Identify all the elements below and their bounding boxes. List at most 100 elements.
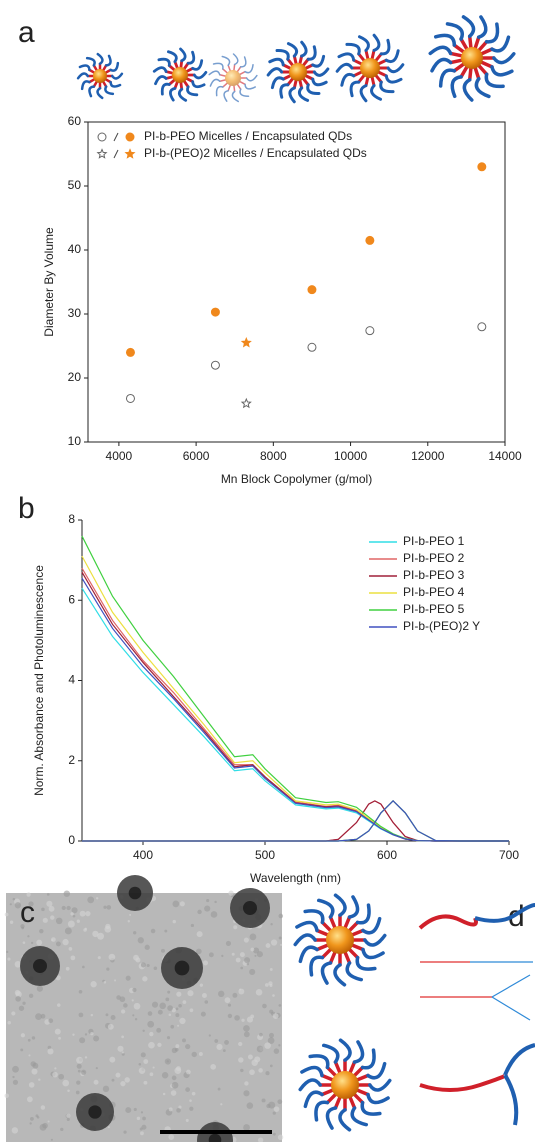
y-tick-label: 60 [68, 114, 82, 128]
tem-noise [41, 1105, 46, 1110]
corona [345, 917, 350, 928]
arm [363, 1050, 374, 1068]
tem-noise [280, 944, 282, 946]
arm [290, 88, 294, 102]
tem-noise [27, 935, 29, 937]
arm [222, 57, 229, 66]
tem-noise [31, 942, 33, 944]
tem-noise [186, 1070, 191, 1075]
circle-point [126, 133, 134, 141]
corona [330, 917, 335, 928]
tem-noise [218, 991, 224, 997]
legend-label: PI-b-PEO Micelles / Encapsulated QDs [144, 129, 352, 143]
tem-noise [65, 928, 72, 935]
tem-noise [109, 954, 116, 961]
micelle-icon [295, 895, 385, 985]
corona [345, 952, 350, 963]
tem-noise [12, 1066, 19, 1073]
tem-noise [32, 1036, 35, 1039]
tem-noise [62, 1080, 69, 1087]
tem-noise [175, 1048, 179, 1052]
tem-noise [179, 1018, 185, 1024]
tem-noise [264, 1042, 271, 1049]
tem-noise [70, 912, 73, 915]
core [172, 67, 188, 83]
tem-noise [185, 1044, 190, 1049]
schematic [420, 905, 535, 1125]
tem-noise [142, 1117, 146, 1121]
arm [386, 76, 401, 82]
corona [237, 67, 241, 72]
tem-noise [239, 988, 241, 990]
tem-noise [58, 1074, 64, 1080]
tem-noise [15, 996, 21, 1002]
tem-noise [15, 990, 21, 996]
plot-frame [88, 122, 505, 442]
tem-noise [79, 1013, 84, 1018]
corona [475, 67, 479, 78]
arm [214, 63, 223, 69]
tem-noise [168, 1134, 174, 1140]
legend-label: PI-b-(PEO)2 Micelles / Encapsulated QDs [144, 146, 367, 160]
tem-noise [247, 1102, 254, 1109]
arm [302, 1067, 322, 1075]
core [326, 926, 354, 954]
micelle-icon [209, 54, 257, 101]
emission-line [82, 801, 509, 841]
tem-noise [114, 979, 116, 981]
arm [355, 1042, 363, 1062]
arm [112, 74, 122, 79]
tem-noise [178, 1004, 182, 1008]
tem-noise [244, 937, 249, 942]
tem-noise [169, 1107, 173, 1111]
tem-noise [225, 997, 231, 1003]
tem-noise [139, 1063, 142, 1066]
tem-noise [117, 1046, 123, 1052]
x-tick-label: 14000 [488, 449, 522, 463]
tem-noise [143, 1059, 148, 1064]
legend-label: PI-b-PEO 1 [403, 534, 465, 548]
tem-noise [85, 928, 87, 930]
corona [461, 67, 467, 77]
arm [240, 89, 248, 96]
panel-label: c [20, 896, 35, 929]
tem-noise [64, 890, 70, 896]
tem-noise [233, 925, 237, 929]
corona [317, 930, 328, 935]
tem-noise [12, 1127, 18, 1133]
arm [339, 54, 354, 60]
arm [89, 87, 93, 96]
tem-noise [172, 1076, 177, 1081]
tem-noise [197, 910, 201, 914]
tem-noise [244, 1031, 250, 1037]
arm [359, 37, 368, 51]
tem-noise [13, 898, 16, 901]
tem-noise [104, 981, 107, 984]
corona [454, 64, 464, 71]
arm [365, 936, 385, 946]
tem-noise [148, 1011, 153, 1016]
circle-point [478, 323, 486, 331]
arm [464, 80, 471, 100]
tem-noise [209, 952, 214, 957]
tem-noise [270, 923, 272, 925]
tem-noise [39, 929, 43, 933]
corona [220, 75, 226, 77]
tem-noise [109, 1057, 115, 1063]
tem-noise [43, 918, 48, 923]
tem-noise [175, 1044, 179, 1048]
tem-noise [173, 920, 176, 923]
emission-line [82, 801, 509, 841]
tem-noise [216, 1044, 222, 1050]
tem-noise [273, 1013, 279, 1019]
tem-noise [132, 988, 136, 992]
legend-label: PI-b-PEO 4 [403, 585, 465, 599]
corona [223, 83, 228, 87]
tem-noise [97, 933, 104, 940]
tem-noise [142, 976, 147, 981]
micelle-icon [268, 42, 328, 102]
arm [245, 65, 253, 73]
arm [302, 42, 306, 56]
corona [335, 1097, 340, 1108]
tem-noise [244, 1081, 248, 1085]
